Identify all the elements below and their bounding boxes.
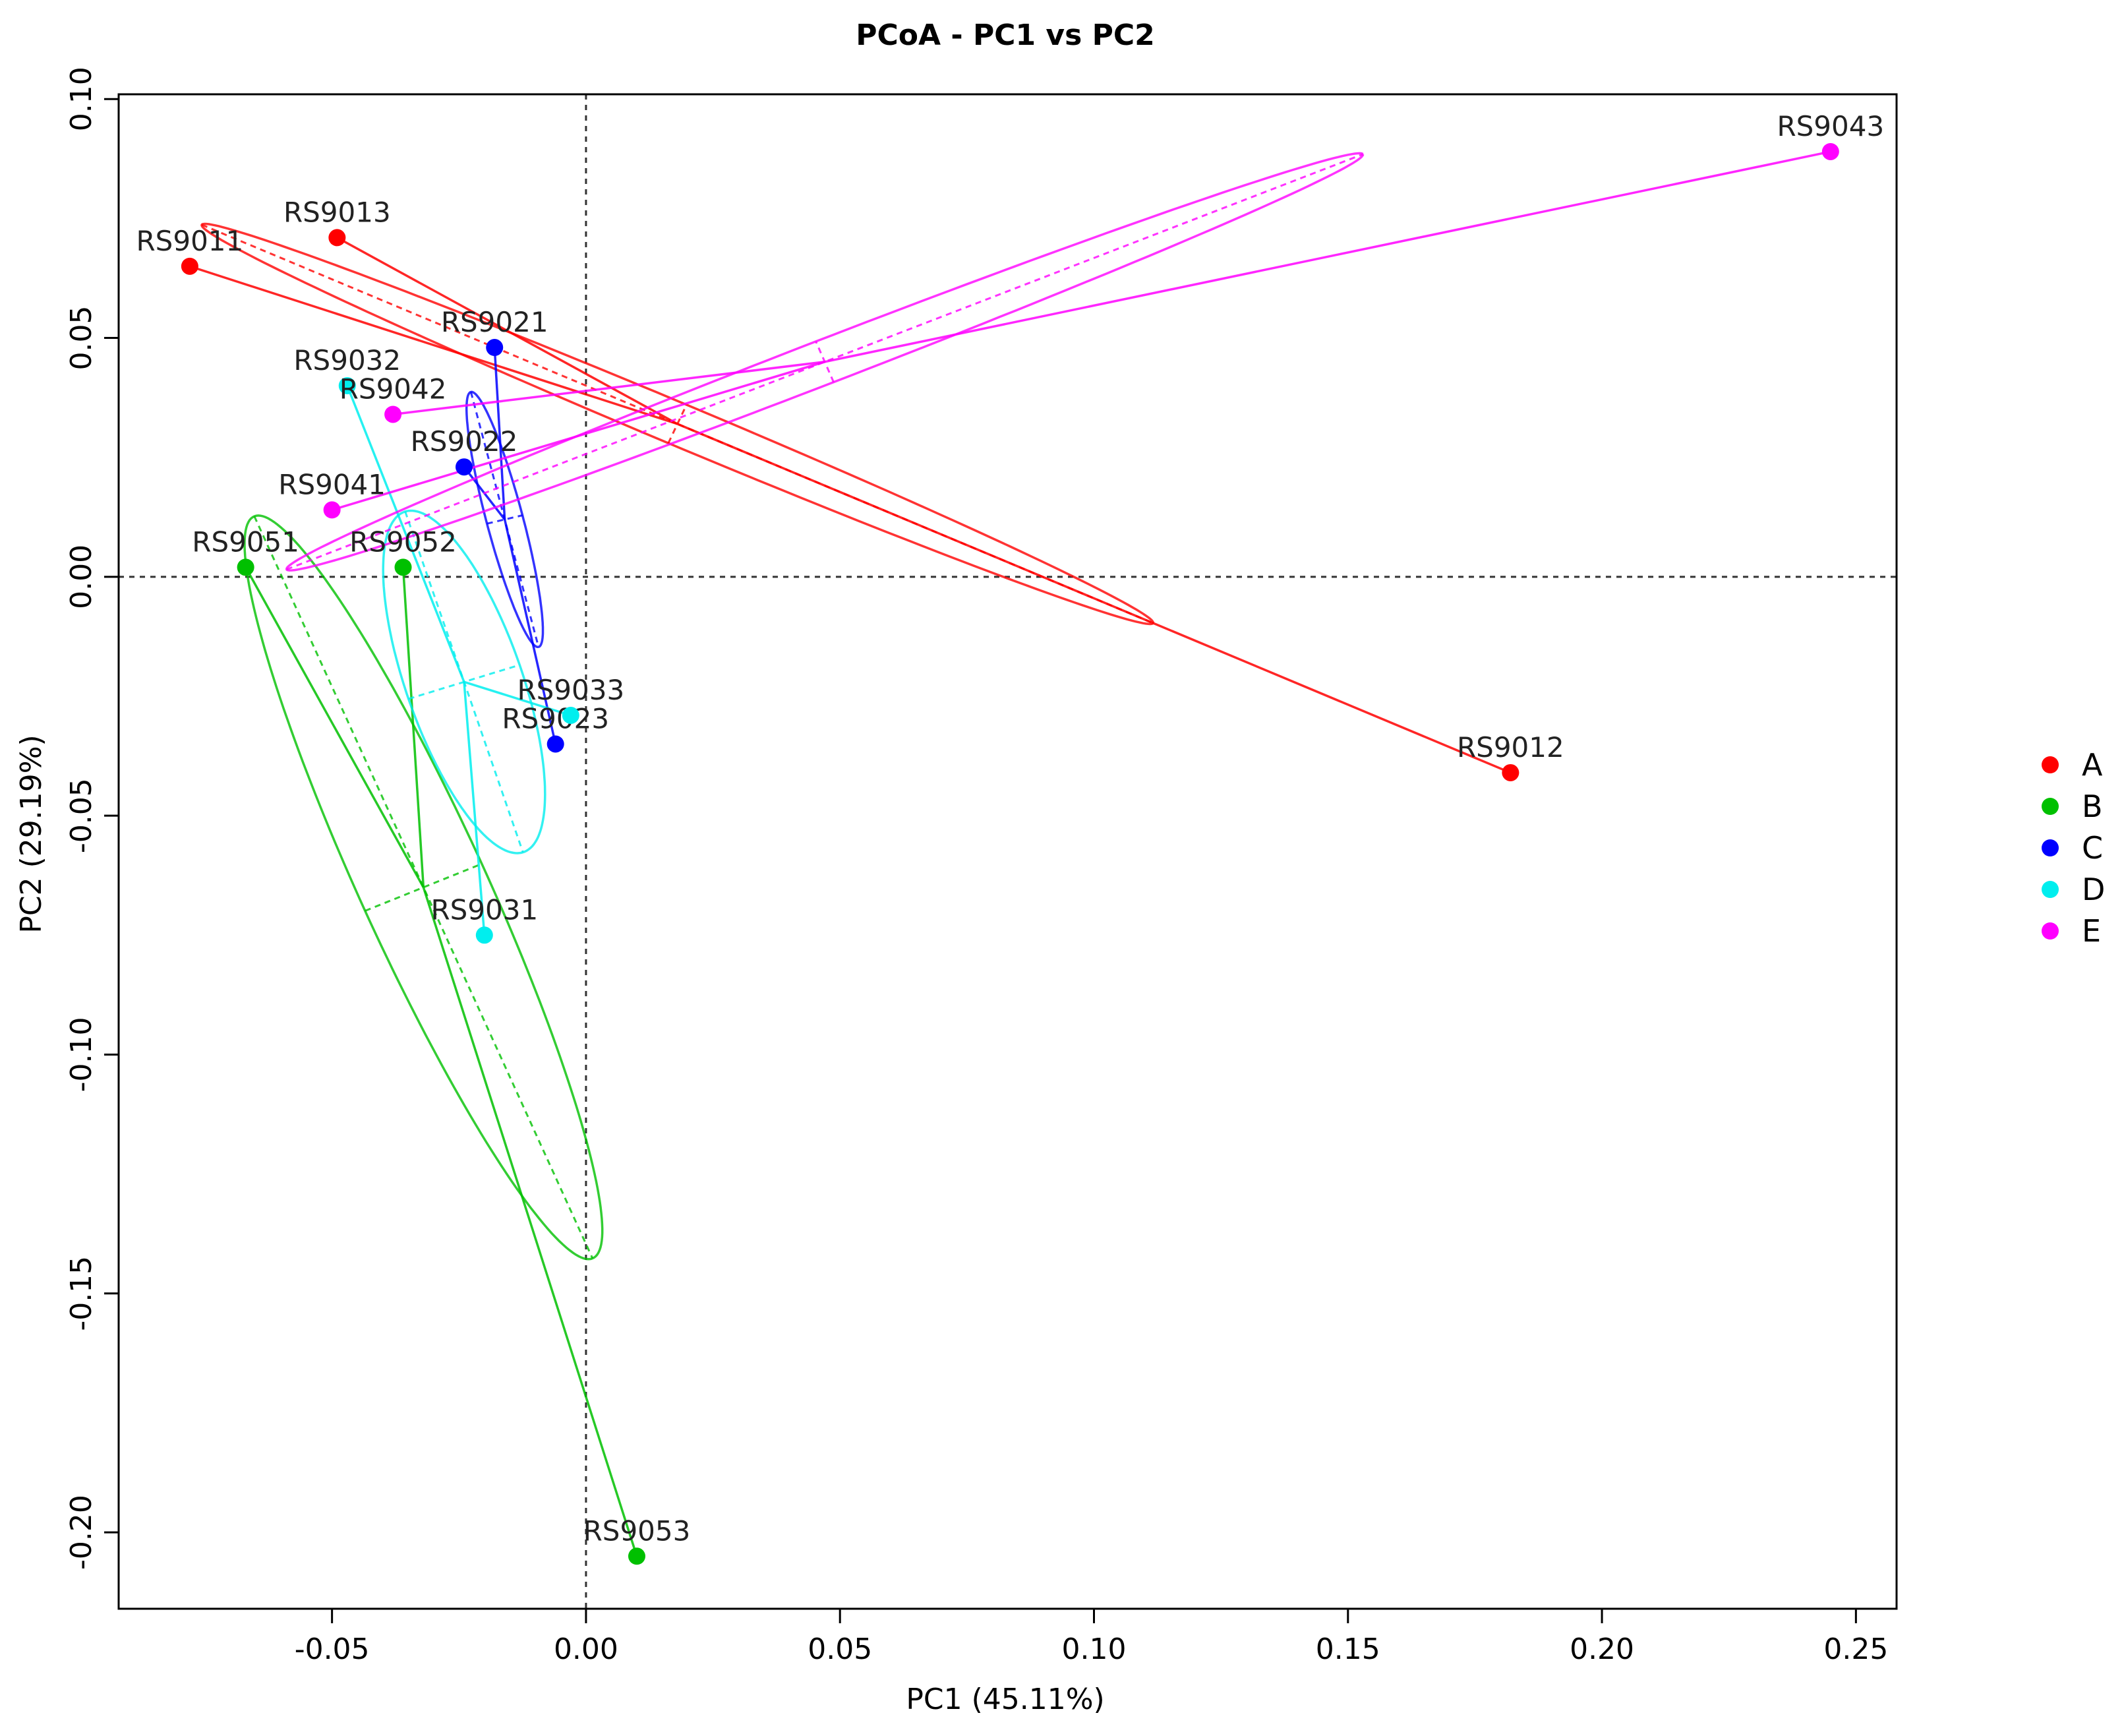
spider-line-RS9013 bbox=[336, 236, 678, 425]
point-label-RS9013: RS9013 bbox=[283, 196, 391, 228]
spider-line-RS9053 bbox=[422, 887, 638, 1557]
y-tick-label: -0.10 bbox=[65, 1017, 98, 1092]
point-label-RS9032: RS9032 bbox=[293, 344, 401, 376]
point-label-RS9053: RS9053 bbox=[583, 1514, 691, 1547]
x-tick-label: 0.25 bbox=[1823, 1632, 1888, 1666]
point-label-RS9021: RS9021 bbox=[441, 306, 548, 338]
point-label-RS9051: RS9051 bbox=[192, 525, 299, 558]
y-tick-label: 0.05 bbox=[65, 306, 98, 371]
point-label-RS9012: RS9012 bbox=[1457, 731, 1564, 763]
data-point-RS9042 bbox=[384, 405, 402, 423]
ellipse-group-D bbox=[382, 509, 546, 854]
legend-label-C: C bbox=[2082, 830, 2103, 866]
spider-line-RS9042 bbox=[392, 361, 825, 416]
point-label-RS9041: RS9041 bbox=[278, 468, 386, 500]
spider-line-RS9011 bbox=[189, 265, 678, 425]
data-point-RS9033 bbox=[562, 706, 579, 724]
legend-label-B: B bbox=[2082, 789, 2103, 824]
data-point-RS9022 bbox=[455, 458, 473, 476]
point-label-RS9031: RS9031 bbox=[430, 893, 538, 926]
legend-marker-B bbox=[2042, 798, 2059, 815]
legend-marker-A bbox=[2042, 756, 2059, 773]
x-tick-label: 0.10 bbox=[1062, 1632, 1127, 1666]
chart-title: PCoA - PC1 vs PC2 bbox=[856, 18, 1155, 52]
y-tick-label: 0.10 bbox=[65, 67, 98, 131]
x-tick-label: 0.20 bbox=[1570, 1632, 1634, 1666]
y-tick-label: -0.15 bbox=[65, 1256, 98, 1331]
point-label-RS9042: RS9042 bbox=[339, 373, 447, 405]
data-point-RS9052 bbox=[394, 558, 412, 576]
x-tick-label: -0.05 bbox=[295, 1632, 370, 1666]
data-point-RS9011 bbox=[181, 257, 198, 275]
spider-line-RS9021 bbox=[493, 347, 506, 520]
spider-line-RS9033 bbox=[463, 680, 572, 717]
x-tick-label: 0.15 bbox=[1316, 1632, 1380, 1666]
y-axis-label: PC2 (29.19%) bbox=[15, 734, 48, 933]
y-tick-label: 0.00 bbox=[65, 545, 98, 609]
spider-line-RS9032 bbox=[346, 385, 465, 682]
legend-label-D: D bbox=[2082, 872, 2105, 907]
spider-line-RS9023 bbox=[503, 519, 557, 744]
spider-line-RS9043 bbox=[824, 150, 1831, 363]
point-label-RS9023: RS9023 bbox=[502, 702, 609, 734]
point-label-RS9052: RS9052 bbox=[349, 525, 457, 558]
point-label-RS9033: RS9033 bbox=[517, 674, 624, 706]
legend-marker-C bbox=[2042, 839, 2059, 856]
data-point-RS9023 bbox=[546, 735, 564, 753]
y-tick-label: -0.05 bbox=[65, 778, 98, 853]
x-axis-label: PC1 (45.11%) bbox=[906, 1683, 1104, 1716]
plot-frame bbox=[117, 93, 1898, 1610]
plot-area: RS9011 RS9012 RS9013 RS9051 RS9052 RS9053 RS90… bbox=[65, 67, 1898, 1666]
spider-line-RS9031 bbox=[463, 682, 486, 936]
legend-label-E: E bbox=[2082, 913, 2101, 949]
spider-line-RS9052 bbox=[401, 567, 425, 887]
legend-marker-E bbox=[2042, 922, 2059, 940]
ellipse-major-axis-E bbox=[286, 153, 1363, 571]
data-point-RS9051 bbox=[237, 558, 254, 576]
point-label-RS9043: RS9043 bbox=[1777, 110, 1884, 142]
legend-label-A: A bbox=[2082, 747, 2103, 783]
data-point-RS9021 bbox=[486, 339, 504, 357]
spider-line-RS9041 bbox=[332, 361, 825, 512]
data-point-RS9031 bbox=[475, 926, 493, 944]
data-point-RS9013 bbox=[328, 229, 346, 247]
point-label-RS9011: RS9011 bbox=[136, 225, 244, 257]
data-point-RS9032 bbox=[338, 377, 356, 395]
y-tick-label: -0.20 bbox=[65, 1495, 98, 1570]
x-tick-label: 0.05 bbox=[808, 1632, 872, 1666]
x-tick-label: 0.00 bbox=[554, 1632, 618, 1666]
legend-marker-D bbox=[2042, 881, 2059, 898]
data-point-RS9053 bbox=[628, 1547, 645, 1565]
ellipse-major-axis-B bbox=[253, 516, 594, 1259]
data-point-RS9043 bbox=[1821, 142, 1839, 160]
point-label-RS9022: RS9022 bbox=[411, 425, 518, 458]
data-point-RS9041 bbox=[323, 501, 341, 519]
data-point-RS9012 bbox=[1502, 763, 1519, 781]
spider-line-RS9012 bbox=[676, 423, 1512, 774]
spider-line-RS9051 bbox=[245, 566, 425, 888]
